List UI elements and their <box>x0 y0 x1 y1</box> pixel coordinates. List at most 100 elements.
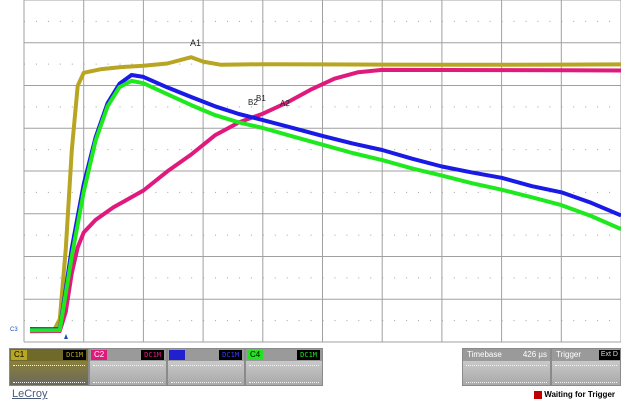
grid-minor-tick <box>179 21 180 22</box>
grid-minor-tick <box>370 235 371 236</box>
grid-minor-tick <box>96 21 97 22</box>
grid-minor-tick <box>478 192 479 193</box>
grid-minor-tick <box>48 277 49 278</box>
grid-minor-tick <box>597 235 598 236</box>
grid-minor-tick <box>108 21 109 22</box>
grid-minor-tick <box>96 235 97 236</box>
grid-minor-tick <box>478 277 479 278</box>
trigger-position-marker[interactable] <box>64 334 68 339</box>
marker-a1[interactable]: A1 <box>190 38 201 48</box>
grid-minor-tick <box>573 149 574 150</box>
grid-minor-tick <box>430 277 431 278</box>
grid-minor-tick <box>239 277 240 278</box>
trigger-panel[interactable]: Trigger Ext D <box>551 348 621 386</box>
grid-minor-tick <box>36 277 37 278</box>
ground-level-marker[interactable]: C3 <box>10 327 18 333</box>
grid-minor-tick <box>334 106 335 107</box>
grid-minor-tick <box>466 277 467 278</box>
grid-minor-tick <box>561 149 562 150</box>
grid-minor-tick <box>394 277 395 278</box>
grid-minor-tick <box>215 21 216 22</box>
grid-minor-tick <box>549 149 550 150</box>
grid-minor-tick <box>609 149 610 150</box>
grid-minor-tick <box>215 149 216 150</box>
grid-minor-tick <box>323 149 324 150</box>
grid-minor-tick <box>48 320 49 321</box>
grid-minor-tick <box>454 192 455 193</box>
grid-minor-tick <box>143 235 144 236</box>
grid-minor-tick <box>275 277 276 278</box>
grid-minor-tick <box>406 106 407 107</box>
grid-minor-tick <box>263 192 264 193</box>
grid-minor-tick <box>48 64 49 65</box>
grid-minor-tick <box>323 106 324 107</box>
grid-minor-tick <box>120 235 121 236</box>
grid-minor-tick <box>120 106 121 107</box>
grid-minor-tick <box>203 235 204 236</box>
grid-minor-tick <box>215 192 216 193</box>
grid-minor-tick <box>155 320 156 321</box>
traces <box>30 57 621 331</box>
grid-minor-tick <box>585 320 586 321</box>
grid-minor-tick <box>525 106 526 107</box>
grid-minor-tick <box>406 149 407 150</box>
cursor-markers[interactable]: A1 B2 B1 A2 C3 <box>10 38 290 339</box>
grid-minor-tick <box>323 192 324 193</box>
channel-panel-c4[interactable]: C4 DC1M <box>245 348 323 386</box>
grid-minor-tick <box>108 149 109 150</box>
grid-minor-tick <box>251 149 252 150</box>
trace-series-1 <box>30 57 621 330</box>
channel-label: C1 <box>11 350 27 360</box>
grid-minor-tick <box>502 192 503 193</box>
grid-minor-tick <box>120 192 121 193</box>
grid-minor-tick <box>143 21 144 22</box>
channel-label: C3 <box>169 350 185 360</box>
channel-panel-c1[interactable]: C1 DC1M <box>9 348 89 386</box>
grid-minor-tick <box>334 320 335 321</box>
grid-minor-tick <box>167 21 168 22</box>
grid-minor-tick <box>334 235 335 236</box>
grid-minor-tick <box>131 277 132 278</box>
grid-minor-tick <box>287 320 288 321</box>
trigger-label: Trigger <box>553 350 584 360</box>
grid-minor-tick <box>143 320 144 321</box>
grid-minor-tick <box>585 192 586 193</box>
grid-minor-tick <box>203 277 204 278</box>
grid-minor-tick <box>120 64 121 65</box>
grid-minor-tick <box>537 21 538 22</box>
grid-minor-tick <box>514 149 515 150</box>
grid-minor-tick <box>525 235 526 236</box>
grid-minor-tick <box>573 21 574 22</box>
grid-minor-tick <box>454 106 455 107</box>
channel-readout <box>93 365 163 383</box>
grid-minor-tick <box>60 64 61 65</box>
marker-a2[interactable]: A2 <box>280 99 290 108</box>
grid-minor-tick <box>358 149 359 150</box>
grid-minor-tick <box>72 106 73 107</box>
channel-panel-c2[interactable]: C2 DC1M <box>89 348 167 386</box>
grid-minor-tick <box>370 320 371 321</box>
grid-minor-tick <box>179 192 180 193</box>
grid-minor-tick <box>155 192 156 193</box>
waveform-canvas: A1 B2 B1 A2 C3 <box>0 0 621 346</box>
grid-minor-tick <box>60 277 61 278</box>
marker-b1[interactable]: B1 <box>256 94 266 103</box>
channel-panel-c3[interactable]: C3 DC1M <box>167 348 245 386</box>
channel-label: C2 <box>91 350 107 360</box>
grid-minor-tick <box>370 106 371 107</box>
grid-minor-tick <box>155 235 156 236</box>
grid-minor-tick <box>191 235 192 236</box>
grid-minor-tick <box>263 149 264 150</box>
waveform-display[interactable]: A1 B2 B1 A2 C3 <box>0 0 621 346</box>
grid-minor-tick <box>131 149 132 150</box>
grid-minor-tick <box>454 277 455 278</box>
grid-minor-tick <box>179 320 180 321</box>
grid-minor-tick <box>382 106 383 107</box>
grid-minor-tick <box>263 320 264 321</box>
grid-minor-tick <box>358 277 359 278</box>
acquisition-status: Waiting for Trigger <box>534 389 615 401</box>
timebase-panel[interactable]: Timebase 426 µs <box>462 348 551 386</box>
grid-minor-tick <box>549 21 550 22</box>
grid-minor-tick <box>466 21 467 22</box>
grid-minor-tick <box>287 21 288 22</box>
